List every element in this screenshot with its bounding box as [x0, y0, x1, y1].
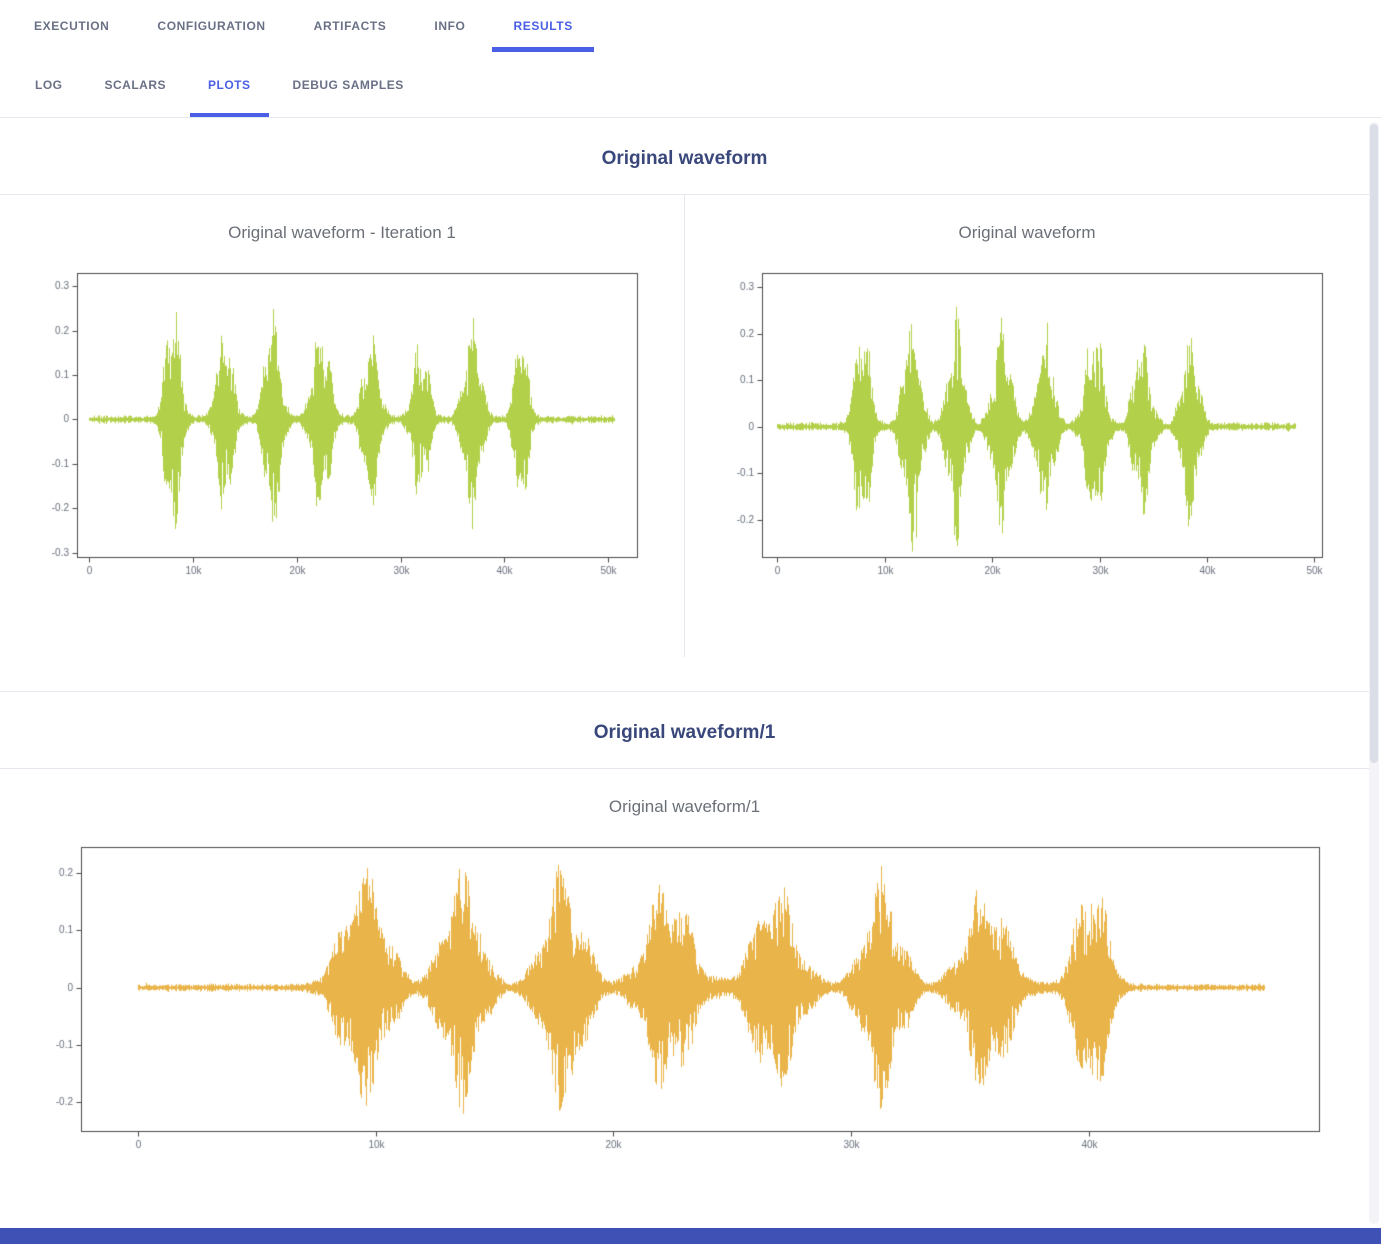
scrollbar-thumb[interactable]	[1370, 124, 1378, 764]
plot-group-title: Original waveform/1	[0, 692, 1369, 769]
plot-group-title: Original waveform	[0, 118, 1369, 195]
plots-content: Original waveform Original waveform - It…	[0, 118, 1369, 1167]
plot-group-original-waveform-1: Original waveform/1 Original waveform/1	[0, 692, 1369, 1167]
tab-results[interactable]: RESULTS	[489, 0, 596, 52]
main-tab-bar: EXECUTION CONFIGURATION ARTIFACTS INFO R…	[0, 0, 1381, 52]
section-divider	[0, 657, 1369, 692]
sub-tab-bar: LOG SCALARS PLOTS DEBUG SAMPLES	[0, 52, 1381, 118]
tab-configuration[interactable]: CONFIGURATION	[157, 19, 266, 33]
plot-title: Original waveform	[958, 223, 1096, 242]
subtab-debug-samples[interactable]: DEBUG SAMPLES	[292, 77, 404, 92]
subtab-log[interactable]: LOG	[35, 77, 63, 92]
waveform-chart-wide[interactable]	[34, 835, 1335, 1167]
tab-execution[interactable]: EXECUTION	[34, 19, 110, 33]
waveform-chart-original[interactable]	[716, 261, 1338, 593]
bottom-bar	[0, 1228, 1381, 1244]
plots-row: Original waveform - Iteration 1 Original…	[0, 195, 1369, 657]
tab-info[interactable]: INFO	[434, 19, 466, 33]
waveform-chart-iteration-1[interactable]	[31, 261, 653, 593]
plot-panel-original-waveform: Original waveform	[685, 195, 1369, 657]
plot-title: Original waveform/1	[608, 797, 761, 816]
plot-panel-wide: Original waveform/1	[0, 769, 1369, 1167]
plot-group-original-waveform: Original waveform Original waveform - It…	[0, 118, 1369, 657]
vertical-scrollbar[interactable]	[1369, 122, 1379, 1224]
subtab-scalars[interactable]: SCALARS	[104, 77, 167, 92]
subtab-plots[interactable]: PLOTS	[187, 52, 272, 117]
plot-panel-iteration-1: Original waveform - Iteration 1	[0, 195, 685, 657]
tab-artifacts[interactable]: ARTIFACTS	[313, 19, 387, 33]
plot-title: Original waveform - Iteration 1	[228, 223, 456, 242]
